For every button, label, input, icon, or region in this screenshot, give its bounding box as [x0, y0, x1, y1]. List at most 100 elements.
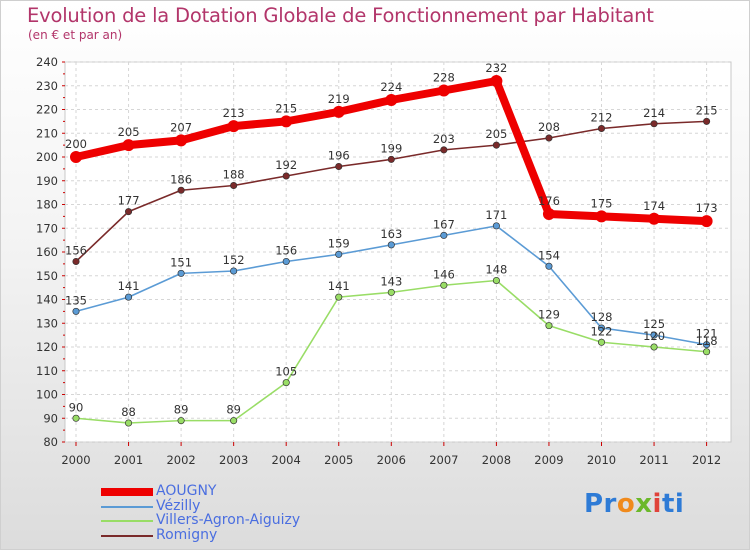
data-label-vezilly-2009: 154 [538, 248, 560, 262]
data-label-aougny-2009: 176 [538, 194, 560, 208]
point-vezilly-2001 [125, 293, 133, 301]
data-label-villers-agron-aiguizy-2002: 89 [174, 403, 189, 417]
point-vezilly-2012 [703, 341, 711, 349]
data-label-romigny-2001: 177 [118, 194, 140, 208]
x-tick-label-2006: 2006 [377, 453, 406, 467]
point-villers-agron-aiguizy-2001 [125, 419, 133, 427]
chart-title: Evolution de la Dotation Globale de Fonc… [27, 4, 654, 27]
y-tick-label-240: 240 [36, 55, 58, 69]
y-tick-label-210: 210 [36, 126, 58, 140]
data-label-aougny-2006: 224 [380, 80, 402, 94]
data-label-vezilly-2000: 135 [65, 293, 87, 307]
point-aougny-2001 [122, 139, 135, 152]
data-label-romigny-2010: 212 [591, 111, 613, 125]
data-label-vezilly-2012: 121 [696, 327, 718, 341]
y-tick-label-190: 190 [36, 174, 58, 188]
data-label-romigny-2006: 199 [380, 141, 402, 155]
point-vezilly-2007 [440, 231, 448, 239]
data-label-vezilly-2003: 152 [223, 253, 245, 267]
x-tick-label-2010: 2010 [587, 453, 616, 467]
data-label-romigny-2012: 215 [696, 103, 718, 117]
x-tick-label-2011: 2011 [639, 453, 668, 467]
point-villers-agron-aiguizy-2011 [650, 343, 658, 351]
data-label-aougny-2011: 174 [643, 199, 665, 213]
data-label-villers-agron-aiguizy-2007: 146 [433, 267, 455, 281]
data-label-aougny-2012: 173 [696, 201, 718, 215]
data-label-villers-agron-aiguizy-2004: 105 [275, 365, 297, 379]
data-label-villers-agron-aiguizy-2003: 89 [226, 403, 241, 417]
data-label-villers-agron-aiguizy-2001: 88 [121, 405, 136, 419]
data-label-aougny-2003: 213 [223, 106, 245, 120]
y-tick-label-200: 200 [36, 150, 58, 164]
point-aougny-2002 [175, 134, 188, 147]
x-tick-label-2005: 2005 [324, 453, 353, 467]
legend-swatch-romigny [101, 534, 153, 537]
point-vezilly-2009 [545, 262, 553, 270]
point-romigny-2010 [597, 124, 606, 133]
y-tick-label-170: 170 [36, 221, 58, 235]
data-label-romigny-2008: 205 [485, 127, 507, 141]
data-label-villers-agron-aiguizy-2011: 120 [643, 329, 665, 343]
data-label-vezilly-2002: 151 [170, 255, 192, 269]
point-romigny-2004 [282, 172, 290, 180]
data-label-romigny-2011: 214 [643, 106, 665, 120]
data-label-aougny-2008: 232 [485, 61, 507, 75]
data-label-aougny-2000: 200 [65, 137, 87, 151]
point-vezilly-2003 [230, 267, 238, 275]
point-villers-agron-aiguizy-2009 [545, 322, 553, 330]
x-tick-label-2000: 2000 [61, 453, 90, 467]
point-romigny-2008 [492, 141, 500, 149]
point-vezilly-2002 [177, 269, 185, 277]
point-romigny-2005 [335, 162, 343, 171]
data-label-villers-agron-aiguizy-2009: 129 [538, 308, 560, 322]
y-tick-label-120: 120 [36, 340, 58, 354]
data-label-vezilly-2004: 156 [275, 244, 297, 258]
data-label-aougny-2010: 175 [591, 196, 613, 210]
data-label-romigny-2004: 192 [275, 158, 297, 172]
point-vezilly-2011 [650, 331, 658, 339]
data-label-aougny-2001: 205 [118, 125, 140, 139]
x-tick-label-2002: 2002 [166, 453, 195, 467]
legend-label-villers: Villers-Agron-Aiguizy [156, 512, 301, 528]
chart-subtitle: (en € et par an) [28, 28, 123, 42]
legend-label-aougny: AOUGNY [156, 483, 217, 499]
point-vezilly-2005 [335, 250, 343, 258]
point-aougny-2000 [70, 151, 82, 163]
point-vezilly-2000 [72, 307, 80, 315]
data-label-villers-agron-aiguizy-2005: 141 [328, 279, 350, 293]
data-label-vezilly-2011: 125 [643, 317, 665, 331]
point-vezilly-2006 [387, 241, 395, 249]
data-label-romigny-2000: 156 [65, 244, 87, 258]
point-villers-agron-aiguizy-2007 [440, 281, 448, 289]
point-vezilly-2004 [282, 257, 290, 266]
data-label-vezilly-2007: 167 [433, 217, 455, 231]
data-label-villers-agron-aiguizy-2006: 143 [380, 274, 402, 288]
point-vezilly-2010 [597, 324, 606, 332]
data-label-villers-agron-aiguizy-2000: 90 [69, 400, 84, 414]
point-romigny-2003 [230, 181, 238, 190]
data-label-vezilly-2010: 128 [591, 310, 613, 324]
y-tick-label-90: 90 [43, 411, 58, 425]
point-villers-agron-aiguizy-2005 [335, 293, 343, 301]
y-tick-label-230: 230 [36, 79, 58, 93]
x-tick-label-2012: 2012 [692, 453, 721, 467]
point-aougny-2007 [437, 84, 450, 97]
point-aougny-2004 [280, 115, 293, 128]
point-villers-agron-aiguizy-2002 [177, 417, 185, 425]
legend-label-vezilly: Vézilly [156, 497, 201, 514]
point-vezilly-2008 [492, 222, 500, 230]
legend-swatch-villers [101, 520, 153, 523]
data-label-romigny-2005: 196 [328, 149, 350, 163]
point-romigny-2012 [703, 117, 711, 125]
data-label-vezilly-2006: 163 [380, 227, 402, 241]
point-aougny-2012 [700, 215, 713, 228]
data-label-vezilly-2005: 159 [328, 236, 350, 250]
legend-label-romigny: Romigny [156, 526, 218, 543]
point-romigny-2006 [387, 155, 395, 163]
proxiti-logo: Proxiti [584, 489, 685, 519]
point-aougny-2006 [385, 94, 398, 106]
data-label-villers-agron-aiguizy-2012: 118 [696, 334, 718, 348]
y-tick-label-80: 80 [43, 435, 58, 449]
y-tick-label-150: 150 [36, 269, 58, 283]
